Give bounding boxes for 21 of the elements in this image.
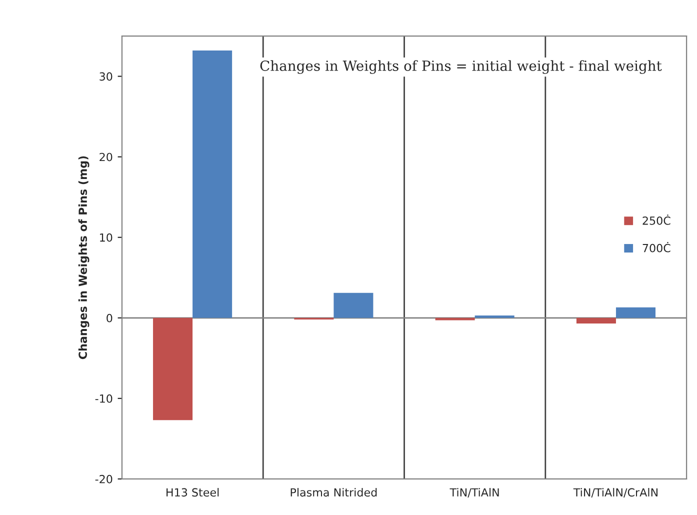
bar bbox=[474, 315, 514, 318]
y-tick-label: 10 bbox=[100, 233, 112, 242]
bar bbox=[334, 292, 374, 318]
y-tick-label: -20 bbox=[95, 474, 112, 484]
y-tick-label: 20 bbox=[100, 152, 112, 162]
y-axis-title: Changes in Weights of Pins (mg) bbox=[78, 156, 90, 360]
legend-label: 250Ċ bbox=[642, 214, 670, 225]
y-tick-label: 30 bbox=[100, 72, 112, 81]
x-tick-label: TiN/TiAlN/CrAlN bbox=[573, 488, 658, 498]
y-tick-label: -10 bbox=[95, 394, 112, 403]
x-tick-label: TiN/TiAlN bbox=[450, 488, 499, 498]
x-tick-label: H13 Steel bbox=[166, 488, 219, 497]
bar bbox=[435, 318, 475, 320]
y-tick-label: 0 bbox=[106, 314, 112, 322]
bar bbox=[153, 318, 193, 420]
text: Changes in Weights of Pins = initial weight - final weight bbox=[260, 60, 662, 74]
x-tick-label: Plasma Nitrided bbox=[290, 488, 377, 497]
bar bbox=[576, 318, 616, 324]
legend-label: 700Ċ bbox=[642, 242, 670, 252]
bar bbox=[616, 307, 656, 318]
bar bbox=[192, 50, 232, 318]
